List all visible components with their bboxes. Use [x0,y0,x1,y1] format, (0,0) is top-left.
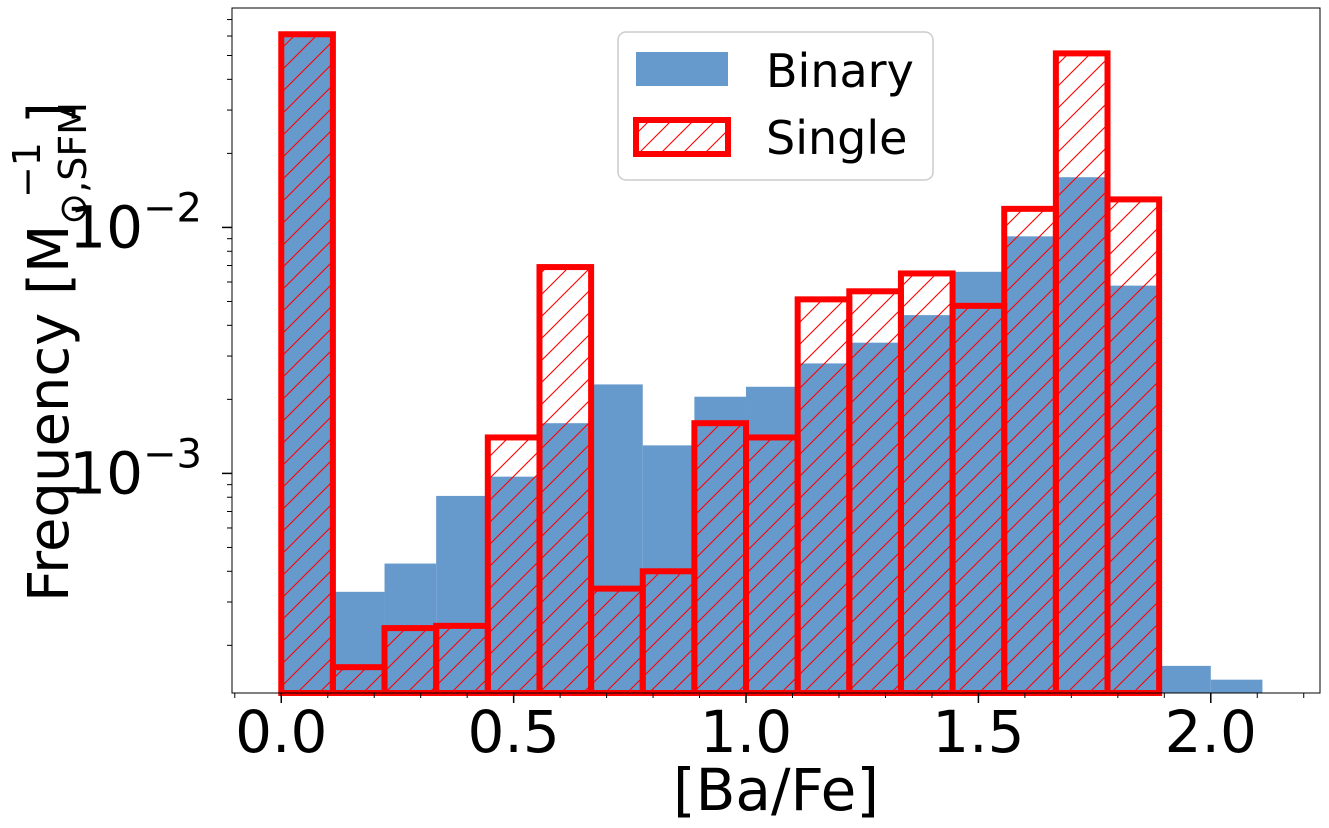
single-bar [588,585,646,696]
single-bar [846,288,904,696]
y-tick-label: 10−3 [69,431,202,507]
x-ticks: 0.0 0.5 1.0 1.5 2.0 [234,693,1305,766]
y-axis-label: Frequency [M⊙,SFM−1] [5,102,95,602]
x-tick-label: 0.5 [468,698,560,766]
x-tick-label: 1.0 [700,698,792,766]
y-axis-label-close: ] [17,102,82,124]
legend-label-single: Single [766,111,907,165]
y-axis-label-sup: −1 [5,142,49,198]
single-bar [639,568,698,696]
binary-bar [1210,679,1263,693]
x-axis-label: [Ba/Fe] [673,756,879,824]
y-ticks: 10−2 10−3 [69,19,232,646]
single-bar [897,270,956,696]
x-tick-label: 0.0 [235,698,327,766]
single-bar [536,264,595,696]
single-bar [433,622,491,696]
y-tick-label: 10−2 [69,185,202,261]
binary-bar [1159,665,1211,693]
y-axis-label-main: Frequency [M [17,225,82,602]
plot-frame [231,7,1321,694]
y-axis-label-sub: ⊙,SFM [51,102,95,225]
legend: Binary Single [617,31,934,181]
single-bar [949,302,1008,696]
single-bar [1052,50,1111,697]
single-bar [381,625,440,696]
x-tick-label: 2.0 [1165,698,1257,766]
single-bar [484,434,543,696]
single-bar [1104,196,1163,696]
x-tick-label: 1.5 [932,698,1024,766]
single-bar [1001,205,1059,696]
single-bar [794,296,853,696]
legend-swatch-binary [636,52,728,86]
single-bar [329,664,388,697]
legend-label-binary: Binary [766,44,914,98]
legend-swatch-single [633,117,731,157]
single-bar [278,31,336,697]
single-bar [691,420,750,696]
single-bar [743,434,801,696]
